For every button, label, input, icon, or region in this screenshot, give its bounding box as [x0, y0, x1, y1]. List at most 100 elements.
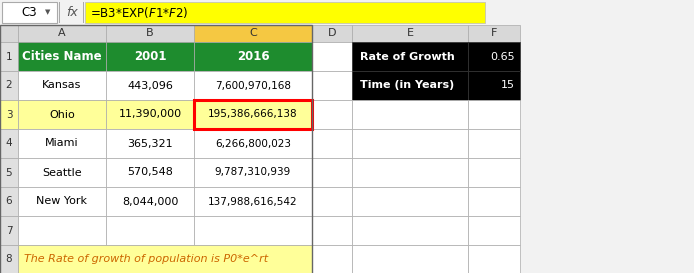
Text: Cities Name: Cities Name — [22, 50, 102, 63]
Bar — [352, 25, 468, 42]
Text: =B3*EXP($F$1*$F$2): =B3*EXP($F$1*$F$2) — [90, 5, 188, 20]
Bar — [194, 187, 312, 216]
Text: Miami: Miami — [45, 138, 79, 149]
Bar — [18, 42, 106, 71]
Bar — [0, 158, 18, 187]
Bar — [106, 216, 194, 245]
Bar — [468, 42, 520, 71]
Bar — [0, 216, 18, 245]
Bar — [312, 187, 352, 216]
Bar — [59, 2, 60, 23]
Bar — [18, 245, 312, 273]
Text: 3: 3 — [6, 109, 12, 120]
Bar — [0, 129, 18, 158]
Bar — [106, 42, 194, 71]
Bar — [468, 100, 520, 129]
Bar — [352, 187, 468, 216]
Bar — [194, 42, 312, 71]
Bar — [0, 25, 18, 42]
Bar — [352, 216, 468, 245]
Bar — [18, 187, 106, 216]
Bar — [312, 100, 352, 129]
Bar — [468, 25, 520, 42]
Text: 7: 7 — [6, 225, 12, 236]
Bar — [0, 245, 18, 273]
Text: 443,096: 443,096 — [127, 81, 173, 91]
Bar — [0, 100, 18, 129]
Bar — [194, 100, 312, 129]
Bar — [0, 187, 18, 216]
Bar — [468, 71, 520, 100]
Text: 11,390,000: 11,390,000 — [119, 109, 182, 120]
Bar — [0, 71, 18, 100]
Bar — [468, 129, 520, 158]
Text: 8,044,000: 8,044,000 — [122, 197, 178, 206]
Text: 137,988,616,542: 137,988,616,542 — [208, 197, 298, 206]
Bar — [18, 158, 106, 187]
Text: ▼: ▼ — [45, 10, 51, 16]
Bar — [83, 2, 84, 23]
Bar — [312, 42, 352, 71]
Text: Kansas: Kansas — [42, 81, 82, 91]
Bar — [352, 71, 468, 100]
Bar — [18, 100, 106, 129]
Bar — [106, 187, 194, 216]
Bar — [0, 25, 312, 273]
Bar — [106, 158, 194, 187]
Bar — [194, 100, 312, 129]
Bar — [2, 2, 57, 23]
Text: 7,600,970,168: 7,600,970,168 — [215, 81, 291, 91]
Text: 6: 6 — [6, 197, 12, 206]
Bar — [352, 42, 468, 71]
Text: 2001: 2001 — [134, 50, 167, 63]
Bar — [18, 25, 106, 42]
Bar — [468, 216, 520, 245]
Text: 0.65: 0.65 — [491, 52, 515, 61]
Text: fx: fx — [66, 6, 78, 19]
Bar — [106, 100, 194, 129]
Bar — [352, 245, 468, 273]
Text: 8: 8 — [6, 254, 12, 265]
Bar — [0, 0, 694, 25]
Text: Ohio: Ohio — [49, 109, 75, 120]
Bar — [352, 158, 468, 187]
Bar — [312, 129, 352, 158]
Text: The Rate of growth of population is P0*e^rt: The Rate of growth of population is P0*e… — [24, 254, 268, 265]
Bar — [468, 187, 520, 216]
Text: 15: 15 — [501, 81, 515, 91]
Bar — [312, 216, 352, 245]
Text: Seattle: Seattle — [42, 168, 82, 177]
Bar — [312, 71, 352, 100]
Text: C: C — [249, 28, 257, 38]
Text: 365,321: 365,321 — [127, 138, 173, 149]
Bar — [194, 158, 312, 187]
Bar — [312, 245, 352, 273]
Text: 1: 1 — [6, 52, 12, 61]
Bar — [106, 129, 194, 158]
Text: E: E — [407, 28, 414, 38]
Text: 570,548: 570,548 — [127, 168, 173, 177]
Text: 6,266,800,023: 6,266,800,023 — [215, 138, 291, 149]
Text: 2: 2 — [6, 81, 12, 91]
Bar — [312, 158, 352, 187]
Text: A: A — [58, 28, 66, 38]
Text: 5: 5 — [6, 168, 12, 177]
Bar — [194, 129, 312, 158]
Text: 195,386,666,138: 195,386,666,138 — [208, 109, 298, 120]
Text: C3: C3 — [22, 6, 37, 19]
Text: B: B — [146, 28, 154, 38]
Text: Time (in Years): Time (in Years) — [360, 81, 455, 91]
Bar — [194, 25, 312, 42]
Text: D: D — [328, 28, 337, 38]
Bar — [352, 100, 468, 129]
Bar — [106, 71, 194, 100]
Text: 2016: 2016 — [237, 50, 269, 63]
Text: 4: 4 — [6, 138, 12, 149]
Text: F: F — [491, 28, 497, 38]
Bar — [0, 42, 18, 71]
Bar — [194, 216, 312, 245]
Bar — [194, 71, 312, 100]
Bar — [85, 2, 485, 23]
Text: Rate of Growth: Rate of Growth — [360, 52, 455, 61]
Bar — [312, 25, 352, 42]
